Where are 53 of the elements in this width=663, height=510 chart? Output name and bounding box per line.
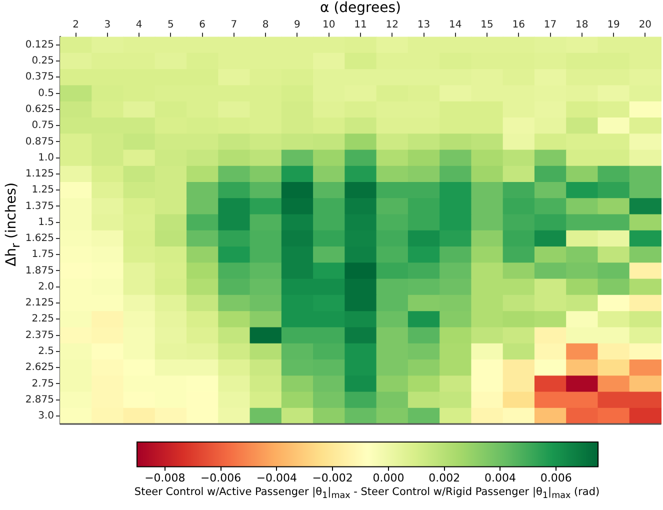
x-axis-title: α (degrees) (320, 0, 401, 16)
y-tick-label: 0.875 (25, 136, 54, 148)
x-tick-label: 19 (607, 19, 620, 30)
y-tick-label: 2.375 (25, 330, 54, 341)
x-tick-label: 20 (638, 19, 652, 30)
color-bar-label: −0.008 (144, 471, 186, 484)
x-tick-label: 16 (512, 19, 526, 30)
x-tick-label: 5 (168, 19, 174, 30)
x-tick-label: 17 (544, 19, 557, 30)
y-tick-label: 1.875 (25, 265, 54, 276)
y-tick-label: 0.125 (25, 39, 54, 50)
y-tick-label: 1.5 (38, 216, 54, 228)
color-bar-label: 0.004 (484, 471, 516, 484)
x-tick-label: 13 (417, 19, 430, 30)
x-tick-label: 11 (354, 19, 367, 30)
y-tick-label: 1.625 (25, 233, 54, 244)
color-bar-label: 0.006 (540, 471, 572, 484)
color-bar-label: 0.000 (372, 471, 404, 484)
x-tick-label: 18 (576, 19, 588, 30)
y-tick-label: 1.25 (32, 184, 54, 196)
x-tick-label: 10 (322, 19, 336, 30)
y-tick-label: 1.75 (32, 249, 54, 260)
x-tick-label: 6 (199, 19, 206, 30)
y-tick-label: 1.0 (38, 152, 54, 164)
text: Steer Control w/Active Passenger |θ$_{1}$|$_{max}$ - Steer Control w/Rigid Passenger |θ$_{1}$|$_{max}$ (rad) (134, 486, 600, 502)
y-tick-label: 3.0 (38, 410, 54, 422)
y-tick-label: 1.375 (25, 200, 54, 212)
y-tick-label: 2.875 (25, 394, 54, 406)
color-bar-label: −0.006 (200, 471, 242, 484)
y-tick-label: 1.125 (25, 168, 54, 180)
y-tick-label: 2.25 (32, 314, 54, 325)
y-tick-label: 0.5 (38, 88, 54, 99)
y-tick-label: 2.125 (25, 298, 54, 309)
y-tick-label: 2.75 (32, 378, 54, 390)
x-tick-label: 14 (449, 19, 462, 30)
y-tick-label: 2.0 (38, 281, 54, 292)
y-tick-label: 2.5 (38, 346, 54, 357)
x-tick-label: 7 (230, 19, 238, 30)
y-tick-label: 0.375 (25, 72, 54, 83)
y-tick-label: 0.625 (25, 104, 54, 115)
x-tick-label: 4 (136, 19, 142, 30)
x-tick-label: 15 (480, 19, 494, 30)
color-bar-label: −0.004 (256, 471, 298, 484)
color-bar-label: −0.002 (312, 471, 353, 484)
y-tick-label: 2.625 (25, 362, 54, 374)
y-tick-label: 0.75 (32, 120, 54, 132)
color-bar-label: 0.002 (428, 471, 460, 484)
x-tick-label: 8 (262, 19, 269, 30)
x-tick-label: 3 (104, 19, 111, 30)
x-tick-label: 2 (72, 19, 80, 30)
x-tick-label: 9 (294, 19, 300, 30)
x-tick-label: 12 (386, 19, 398, 30)
y-tick-label: 0.25 (32, 56, 54, 67)
